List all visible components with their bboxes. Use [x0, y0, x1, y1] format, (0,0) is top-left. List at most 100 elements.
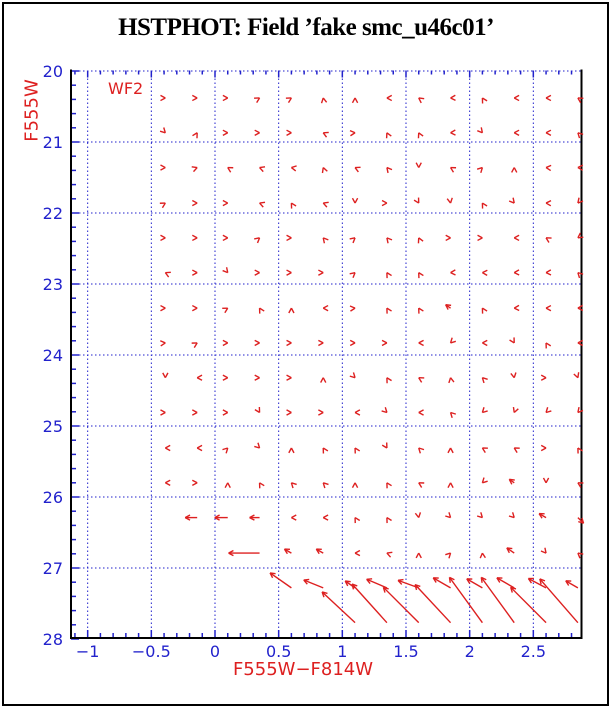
vector-arrow — [349, 372, 356, 379]
vector-arrow — [577, 197, 584, 204]
vector-arrow — [417, 132, 424, 139]
vector-arrow — [415, 552, 422, 559]
vector-arrow — [222, 374, 229, 381]
vector-arrow — [291, 514, 297, 521]
vector-arrow — [508, 478, 515, 485]
vector-arrow — [191, 94, 198, 102]
vector-arrow — [165, 444, 171, 452]
vector-arrow — [447, 482, 454, 488]
vector-arrow — [545, 94, 552, 102]
vector-arrow — [513, 447, 520, 454]
vector-arrow — [511, 167, 518, 173]
vector-arrow — [227, 166, 234, 173]
vector-arrow — [288, 447, 295, 454]
vector-arrow — [481, 202, 488, 209]
vector-arrow — [164, 271, 171, 278]
vector-arrow — [539, 578, 579, 624]
vector-arrow — [510, 372, 517, 379]
vector-arrow — [320, 377, 327, 383]
x-axis-label: F555W−F814W — [232, 659, 374, 680]
vector-arrow — [565, 580, 579, 589]
vector-arrow — [450, 269, 456, 276]
vector-arrow — [191, 234, 198, 242]
vector-arrow — [417, 237, 424, 244]
vector-arrow — [222, 267, 229, 274]
vector-arrow — [577, 552, 584, 559]
vector-arrow — [349, 339, 356, 347]
vector-arrow — [160, 164, 166, 171]
vector-arrow — [418, 307, 424, 314]
vector-arrow — [479, 552, 486, 559]
vector-arrow — [160, 94, 166, 102]
vector-arrow — [418, 339, 424, 347]
vector-arrow — [418, 409, 424, 416]
x-tick-label: 0.5 — [266, 642, 291, 661]
vector-arrow — [513, 94, 520, 102]
vector-arrow — [322, 514, 329, 521]
vector-arrow — [508, 197, 515, 204]
vector-arrow — [222, 94, 229, 102]
vector-arrow — [446, 197, 453, 204]
vector-arrow — [481, 477, 488, 484]
vector-arrow — [269, 572, 292, 589]
vector-arrow — [322, 131, 329, 138]
vector-arrow — [540, 547, 547, 554]
vector-arrow — [354, 409, 361, 416]
x-tick-label: −1 — [76, 642, 100, 661]
vector-arrow — [577, 271, 584, 279]
error-vectors — [159, 94, 585, 624]
vector-arrow — [513, 129, 520, 136]
vector-arrow — [577, 304, 584, 312]
tick-labels: −1 −0.5 0 0.5 1 1.5 2 2.5 20 21 22 23 24 25 26 27 28 — [43, 62, 546, 661]
vector-arrow — [414, 583, 452, 624]
vector-arrow — [418, 272, 424, 279]
vector-arrow — [286, 269, 292, 276]
vector-arrow — [288, 307, 295, 314]
y-tick-label: 24 — [43, 346, 63, 365]
vector-arrow — [286, 339, 292, 347]
vector-arrow — [415, 162, 422, 168]
plot-frame — [70, 69, 583, 639]
vector-arrow — [476, 512, 484, 519]
vector-arrow — [160, 409, 166, 416]
vector-arrow — [385, 132, 392, 139]
vector-arrow — [527, 577, 547, 589]
vector-arrow — [482, 339, 488, 347]
vector-arrow — [222, 447, 229, 454]
vector-arrow — [418, 482, 425, 488]
vector-arrow — [349, 237, 356, 244]
axis-ticks — [71, 70, 573, 640]
vector-arrow — [160, 234, 166, 242]
vector-arrow — [191, 304, 198, 312]
vector-arrow — [545, 342, 552, 349]
vector-arrow — [290, 482, 297, 489]
vector-arrow — [184, 514, 198, 521]
vector-arrow — [228, 549, 260, 557]
vector-arrow — [510, 586, 547, 624]
vector-arrow — [320, 97, 328, 104]
vector-arrow — [481, 307, 488, 314]
vector-arrow — [414, 512, 422, 519]
vector-arrow — [283, 548, 292, 555]
x-tick-label: 1.5 — [393, 642, 418, 661]
y-tick-label: 20 — [43, 62, 63, 81]
vector-arrow — [191, 479, 198, 487]
vector-arrow — [290, 165, 297, 172]
vector-arrow — [450, 129, 456, 136]
vector-arrow — [386, 166, 393, 174]
vector-arrow — [481, 97, 488, 104]
vector-arrow — [191, 199, 198, 207]
vector-arrow — [191, 342, 198, 348]
vector-arrow — [259, 166, 266, 173]
vector-arrow — [447, 447, 454, 454]
vector-arrow — [349, 305, 356, 312]
vector-arrow — [214, 514, 228, 521]
vector-arrow — [509, 337, 515, 344]
vector-arrow — [540, 444, 547, 452]
vector-arrow — [476, 166, 484, 174]
vector-arrow — [322, 201, 329, 208]
vector-arrow — [577, 482, 584, 488]
vector-arrow — [480, 576, 515, 624]
vector-arrow — [160, 304, 166, 312]
y-tick-label: 28 — [43, 630, 63, 649]
